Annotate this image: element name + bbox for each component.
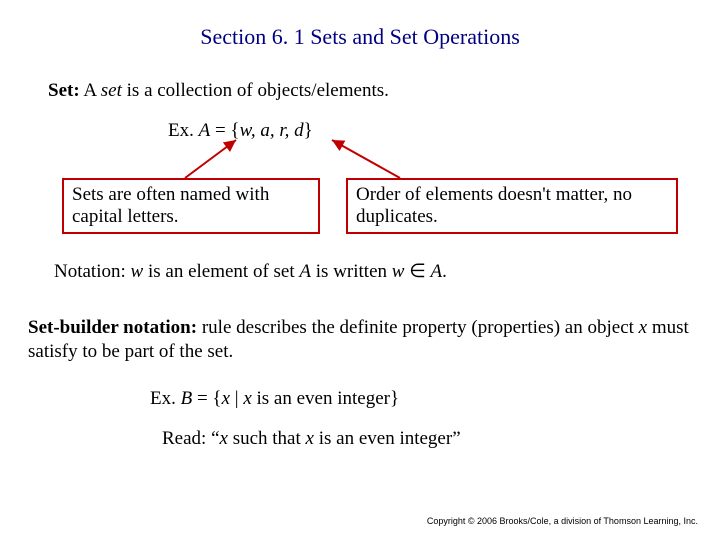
set-word: set	[101, 80, 122, 101]
ex1-prefix: Ex.	[168, 120, 199, 141]
set-builder-label: Set-builder notation:	[28, 317, 197, 338]
read-mid: such that	[228, 428, 306, 449]
copyright-notice: Copyright © 2006 Brooks/Cole, a division…	[427, 516, 698, 526]
ex2-rest: is an even integer}	[252, 388, 399, 409]
set-builder-text1: rule describes the definite property (pr…	[197, 317, 639, 338]
set-def-text2: is a collection of objects/elements.	[122, 80, 389, 101]
read-prefix: Read: “	[162, 428, 220, 449]
notation-label: Notation:	[54, 261, 131, 282]
notation-wsym: w	[392, 261, 405, 282]
set-label: Set:	[48, 80, 80, 101]
example-1: Ex. A = {w, a, r, d}	[168, 120, 313, 142]
read-line: Read: “x such that x is an even integer”	[162, 428, 461, 450]
read-rest: is an even integer”	[314, 428, 461, 449]
notation-mid1: is an element of set	[143, 261, 299, 282]
ex2-x2: x	[243, 388, 251, 409]
ex2-B: B	[181, 388, 193, 409]
ex2-x1: x	[222, 388, 230, 409]
set-builder-paragraph: Set-builder notation: rule describes the…	[28, 316, 692, 364]
ex1-eq: = {	[210, 120, 239, 141]
ex1-A: A	[199, 120, 211, 141]
arrow-right	[332, 140, 400, 178]
set-definition-line: Set: A set is a collection of objects/el…	[48, 80, 389, 102]
arrow-left	[185, 140, 236, 178]
notation-line: Notation: w is an element of set A is wr…	[54, 260, 447, 283]
ex1-elems: w, a, r, d	[240, 120, 304, 141]
notation-mid2: is written	[311, 261, 392, 282]
callout-box-left: Sets are often named with capital letter…	[62, 178, 320, 234]
ex2-eq: = {	[192, 388, 221, 409]
notation-A: A	[299, 261, 311, 282]
notation-Asym: A	[431, 261, 443, 282]
ex2-prefix: Ex.	[150, 388, 181, 409]
set-builder-x: x	[639, 317, 647, 338]
set-def-text1: A	[80, 80, 101, 101]
ex1-close: }	[304, 120, 313, 141]
read-x1: x	[220, 428, 228, 449]
ex2-bar: |	[230, 388, 243, 409]
notation-w: w	[131, 261, 144, 282]
notation-dot: .	[442, 261, 447, 282]
example-2: Ex. B = {x | x is an even integer}	[150, 388, 399, 410]
callout-box-right: Order of elements doesn't matter, no dup…	[346, 178, 678, 234]
read-x2: x	[306, 428, 314, 449]
notation-in: ∈	[404, 261, 430, 282]
section-title: Section 6. 1 Sets and Set Operations	[0, 24, 720, 50]
